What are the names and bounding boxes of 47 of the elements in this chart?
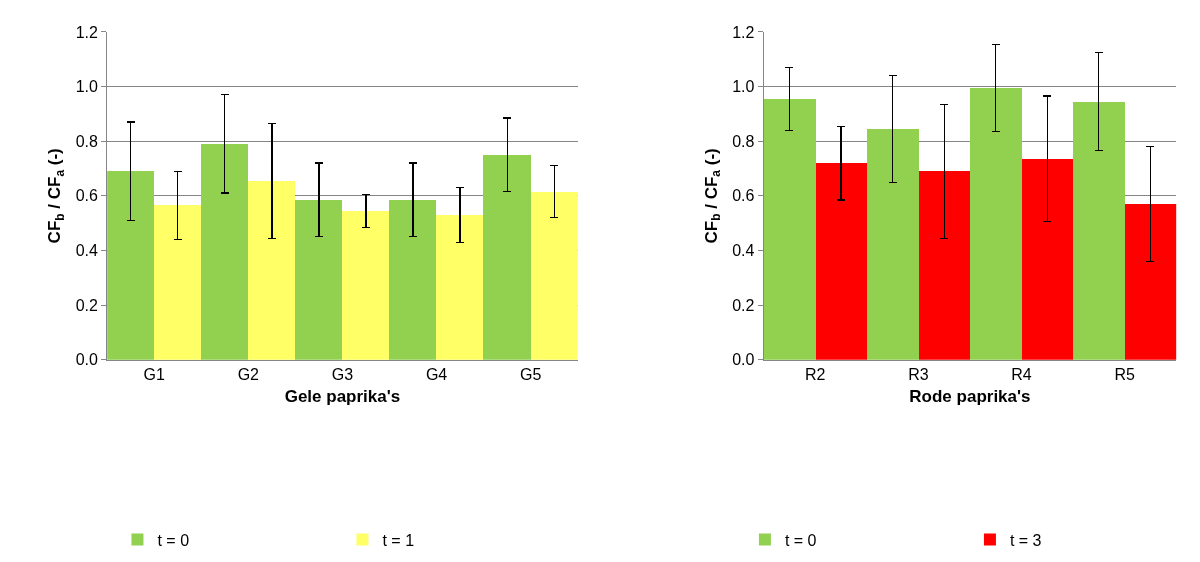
legend-label: t = 0	[784, 531, 817, 549]
bar	[154, 204, 202, 360]
x-tick-label: G2	[237, 365, 260, 383]
y-tick-label: 0.4	[732, 242, 755, 260]
bar	[1124, 203, 1177, 360]
bar	[342, 210, 390, 360]
x-tick-label: R4	[1011, 365, 1032, 383]
legend-label: t = 3	[1009, 531, 1042, 549]
x-axis-title: Gele paprika's	[284, 387, 401, 407]
bar	[389, 199, 437, 360]
bar	[201, 143, 249, 360]
x-axis-title: Rode paprika's	[909, 387, 1031, 407]
x-tick-label: R3	[908, 365, 929, 383]
y-tick-label: 0.0	[75, 351, 99, 369]
y-tick-label: 0.8	[75, 132, 99, 150]
y-tick-label: 0.2	[732, 296, 755, 314]
bar	[969, 87, 1022, 360]
legend-label: t = 0	[157, 531, 190, 549]
y-tick-label: 0.6	[75, 187, 99, 205]
bar	[1021, 158, 1073, 360]
bar	[436, 214, 484, 360]
bar	[763, 98, 816, 360]
bar	[531, 191, 578, 360]
y-tick-label: 1.0	[75, 78, 99, 96]
y-tick-label: 0.2	[75, 296, 99, 314]
x-tick-label: R2	[805, 365, 826, 383]
bar	[107, 170, 155, 360]
y-tick-label: 0.4	[75, 242, 99, 260]
bar	[1072, 101, 1125, 360]
x-tick-label: G1	[143, 365, 165, 383]
y-tick-label: 0.6	[732, 187, 755, 205]
bar	[295, 199, 343, 360]
x-tick-label: R5	[1114, 365, 1135, 383]
bar	[815, 162, 867, 360]
y-tick-label: 0.8	[732, 132, 755, 150]
y-tick-label: 0.0	[732, 351, 755, 369]
y-tick-label: 1.2	[75, 23, 99, 41]
bar	[866, 128, 919, 360]
y-tick-label: 1.0	[732, 78, 755, 96]
legend-label: t = 1	[382, 531, 415, 549]
x-tick-label: G5	[520, 365, 542, 383]
bar	[248, 180, 296, 360]
x-tick-label: G4	[425, 365, 448, 383]
y-tick-label: 1.2	[732, 23, 755, 41]
bar	[918, 170, 970, 360]
bar	[483, 154, 532, 360]
x-tick-label: G3	[331, 365, 354, 383]
